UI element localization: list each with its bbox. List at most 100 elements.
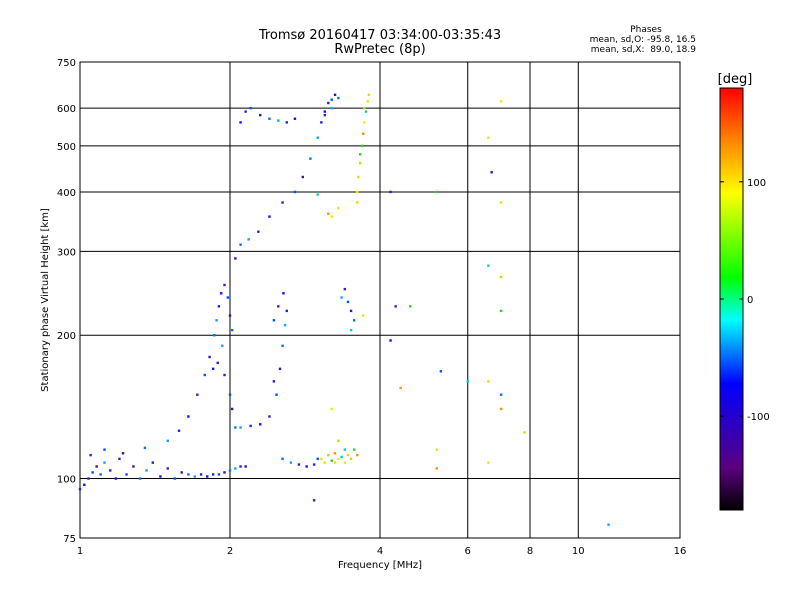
o-mode-point <box>166 467 169 470</box>
o-mode-point <box>228 469 232 472</box>
o-mode-point <box>78 487 82 491</box>
o-mode-point <box>297 463 301 466</box>
y-tick-label: 100 <box>57 475 76 486</box>
o-mode-point <box>230 328 234 332</box>
x-mode-point <box>363 106 366 110</box>
x-tick-label: 8 <box>527 546 533 557</box>
o-mode-point <box>187 415 190 418</box>
o-mode-point <box>223 373 226 377</box>
o-mode-point <box>490 171 493 174</box>
x-mode-point <box>499 100 503 103</box>
chart-title: Tromsø 20160417 03:34:00-03:35:43 <box>258 28 501 43</box>
x-mode-point <box>523 431 526 434</box>
o-mode-point <box>234 467 237 470</box>
echo-points <box>78 93 610 526</box>
o-mode-point <box>340 296 343 299</box>
o-mode-point <box>312 499 316 502</box>
x-mode-point <box>357 175 360 179</box>
o-mode-point <box>272 319 276 322</box>
x-mode-point <box>330 215 333 218</box>
o-mode-point <box>268 415 271 418</box>
x-mode-point <box>346 453 350 457</box>
x-mode-point <box>320 457 323 461</box>
o-mode-point <box>301 175 305 179</box>
o-mode-point <box>145 469 148 472</box>
x-tick-label: 2 <box>227 546 233 557</box>
o-mode-point <box>293 117 297 120</box>
o-mode-point <box>323 113 327 117</box>
o-mode-point <box>208 355 211 359</box>
o-mode-point <box>223 471 226 474</box>
o-mode-point <box>389 190 392 194</box>
x-mode-point <box>355 190 359 194</box>
o-mode-point <box>337 96 340 100</box>
o-mode-point <box>244 465 247 468</box>
o-mode-point <box>309 157 312 160</box>
o-mode-point <box>249 106 252 110</box>
chart-subtitle: RwPretec (8p) <box>334 42 425 57</box>
x-mode-point <box>343 461 347 464</box>
o-mode-point <box>281 344 284 348</box>
o-mode-point <box>283 323 287 327</box>
colorbar-tick-label: 0 <box>747 295 753 306</box>
o-mode-point <box>114 477 118 480</box>
o-mode-point <box>268 117 271 120</box>
o-mode-point <box>211 367 215 371</box>
x-mode-point <box>487 461 490 464</box>
o-mode-point <box>293 190 297 194</box>
o-mode-point <box>268 215 271 218</box>
x-mode-point <box>349 457 353 461</box>
o-mode-point <box>249 424 252 428</box>
colorbar-label: [deg] <box>718 72 753 87</box>
x-mode-point <box>409 305 412 308</box>
x-mode-point <box>358 161 362 165</box>
o-mode-point <box>143 446 147 450</box>
o-mode-point <box>219 292 223 295</box>
o-mode-point <box>180 471 183 474</box>
x-mode-point <box>352 448 356 451</box>
stats-heading: Phases <box>630 25 662 35</box>
x-mode-point <box>355 453 359 457</box>
x-mode-point <box>399 386 402 390</box>
x-mode-point <box>364 110 368 113</box>
x-tick-label: 6 <box>465 546 471 557</box>
o-mode-point <box>239 243 242 246</box>
y-tick-label: 75 <box>63 534 76 545</box>
o-mode-point <box>151 461 155 464</box>
o-mode-point <box>278 367 282 371</box>
o-mode-point <box>95 465 98 468</box>
colorbar-tick-label: -100 <box>747 412 770 423</box>
x-mode-point <box>435 467 438 470</box>
o-mode-point <box>277 119 280 122</box>
o-mode-point <box>196 393 199 396</box>
o-mode-point <box>277 305 280 308</box>
x-mode-point <box>327 453 330 457</box>
grid-lines <box>80 62 680 538</box>
y-axis-ticks: 75 100 200 300 400 500 600 750 <box>57 58 76 545</box>
o-mode-point <box>316 136 319 139</box>
o-mode-point <box>228 393 232 396</box>
x-mode-point <box>499 309 503 313</box>
o-mode-point <box>213 334 216 337</box>
o-mode-point <box>349 309 353 313</box>
o-mode-point <box>316 457 319 461</box>
o-mode-point <box>187 473 190 476</box>
x-mode-point <box>333 461 337 464</box>
x-mode-point <box>349 328 353 332</box>
o-mode-point <box>289 461 293 464</box>
o-mode-point <box>91 471 94 474</box>
o-mode-point <box>103 448 106 451</box>
o-mode-point <box>215 319 218 322</box>
x-mode-point <box>435 190 438 194</box>
colorbar-ticks: -100 0 100 <box>720 178 770 423</box>
o-mode-point <box>323 110 327 113</box>
o-mode-point <box>259 113 262 117</box>
o-mode-point <box>343 287 347 291</box>
o-mode-point <box>193 475 197 478</box>
x-mode-point <box>340 455 343 459</box>
x-mode-point <box>343 448 347 451</box>
o-mode-point <box>234 426 237 429</box>
o-mode-point <box>217 473 221 476</box>
x-mode-point <box>361 132 365 135</box>
o-mode-point <box>239 121 242 124</box>
